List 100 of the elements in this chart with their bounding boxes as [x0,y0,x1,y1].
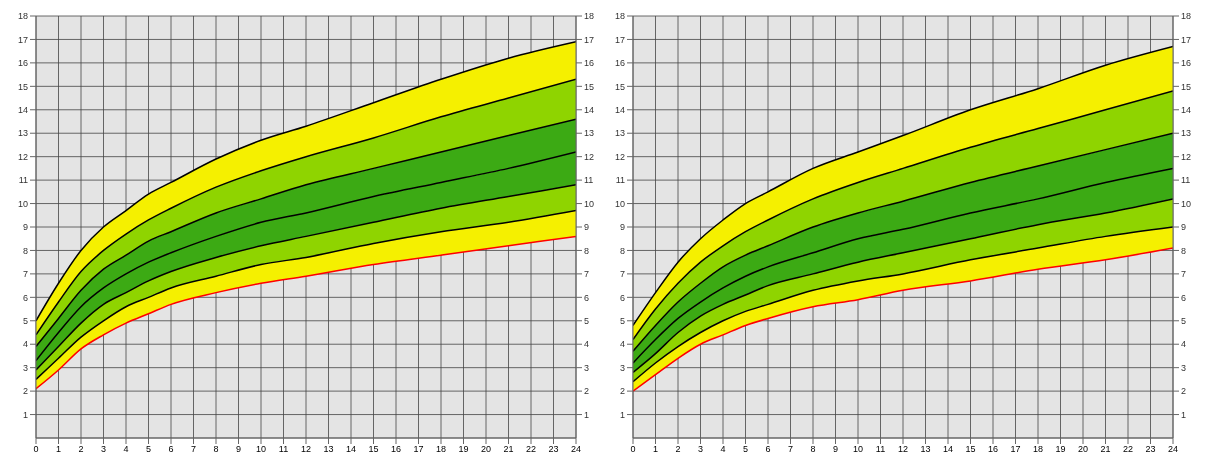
y-tick-label: 13 [614,128,625,139]
x-tick-label: 21 [1100,444,1111,455]
y-tick-label: 14 [614,104,625,115]
x-tick-label: 13 [323,444,334,455]
y2-tick-label: 9 [584,222,590,233]
y2-tick-label: 17 [1181,34,1192,45]
x-tick-label: 6 [168,444,174,455]
x-tick-label: 14 [345,444,357,455]
x-tick-label: 18 [1032,444,1044,455]
y-tick-label: 13 [17,128,28,139]
y2-tick-label: 8 [584,245,590,256]
x-tick-label: 9 [832,444,839,455]
y-tick-label: 14 [17,104,28,115]
y-tick-label: 3 [22,362,28,373]
y-tick-label: 11 [18,175,28,186]
x-tick-label: 18 [435,444,447,455]
x-tick-label: 12 [300,444,312,455]
y2-tick-label: 10 [584,198,595,209]
y-tick-label: 5 [22,315,28,326]
x-tick-label: 0 [630,444,636,455]
x-tick-label: 3 [697,444,704,455]
y-tick-label: 9 [619,222,625,233]
y2-tick-label: 5 [584,315,590,326]
x-tick-label: 22 [525,444,537,455]
x-tick-label: 15 [965,444,976,455]
y-tick-label: 17 [614,34,625,45]
y2-tick-label: 12 [1181,151,1192,162]
y2-tick-label: 11 [584,175,594,186]
x-tick-label: 7 [190,444,197,455]
y-tick-label: 15 [614,81,625,92]
y-tick-label: 16 [17,58,28,69]
y2-tick-label: 14 [1181,104,1192,115]
x-tick-label: 8 [213,444,219,455]
y2-tick-label: 6 [1181,292,1187,303]
x-tick-label: 13 [920,444,931,455]
y2-tick-label: 11 [1181,175,1191,186]
x-tick-label: 9 [235,444,242,455]
y2-tick-label: 3 [584,362,590,373]
y2-tick-label: 2 [584,386,590,397]
x-tick-label: 22 [1122,444,1134,455]
y2-tick-label: 17 [584,34,595,45]
y2-tick-label: 6 [584,292,590,303]
y-tick-label: 18 [614,11,625,22]
y-tick-label: 4 [22,339,28,350]
y-tick-label: 2 [22,386,28,397]
y2-tick-label: 8 [1181,245,1187,256]
x-tick-label: 4 [123,444,129,455]
y-tick-label: 7 [22,269,28,280]
x-tick-label: 4 [720,444,726,455]
y2-tick-label: 14 [584,104,595,115]
x-tick-label: 11 [278,444,289,455]
x-tick-label: 17 [413,444,424,455]
x-tick-label: 16 [390,444,402,455]
y2-tick-label: 18 [1181,11,1192,22]
y-tick-label: 15 [17,81,28,92]
x-tick-label: 5 [145,444,152,455]
x-tick-label: 17 [1010,444,1021,455]
x-tick-label: 20 [480,444,492,455]
y2-tick-label: 4 [584,339,590,350]
x-tick-label: 1 [55,444,62,455]
y2-tick-label: 15 [584,81,595,92]
y-tick-label: 3 [619,362,625,373]
y-tick-label: 16 [614,58,625,69]
x-tick-label: 8 [810,444,816,455]
x-tick-label: 19 [1055,444,1066,455]
x-tick-label: 23 [1145,444,1156,455]
x-tick-label: 1 [652,444,659,455]
y2-tick-label: 1 [584,409,590,420]
x-tick-label: 11 [875,444,886,455]
x-tick-label: 15 [368,444,379,455]
y-tick-label: 8 [22,245,28,256]
y-tick-label: 4 [619,339,625,350]
y-tick-label: 9 [22,222,28,233]
y-tick-label: 6 [22,292,28,303]
y-tick-label: 12 [614,151,625,162]
y2-tick-label: 1 [1181,409,1187,420]
y-tick-label: 7 [619,269,625,280]
y-tick-label: 1 [619,409,625,420]
x-tick-label: 24 [1167,444,1179,455]
x-tick-label: 19 [458,444,469,455]
x-tick-label: 6 [765,444,771,455]
y2-tick-label: 13 [584,128,595,139]
y-tick-label: 2 [619,386,625,397]
y2-tick-label: 9 [1181,222,1187,233]
y2-tick-label: 16 [1181,58,1192,69]
x-tick-label: 20 [1077,444,1089,455]
x-tick-label: 10 [255,444,267,455]
y2-tick-label: 2 [1181,386,1187,397]
y2-tick-label: 15 [1181,81,1192,92]
x-tick-label: 2 [675,444,681,455]
y-tick-label: 8 [619,245,625,256]
y-tick-label: 5 [619,315,625,326]
x-tick-label: 12 [897,444,909,455]
y2-tick-label: 16 [584,58,595,69]
y2-tick-label: 10 [1181,198,1192,209]
y2-tick-label: 12 [584,151,595,162]
x-tick-label: 23 [548,444,559,455]
y-tick-label: 18 [17,11,28,22]
x-tick-label: 0 [33,444,39,455]
y-tick-label: 11 [615,175,625,186]
